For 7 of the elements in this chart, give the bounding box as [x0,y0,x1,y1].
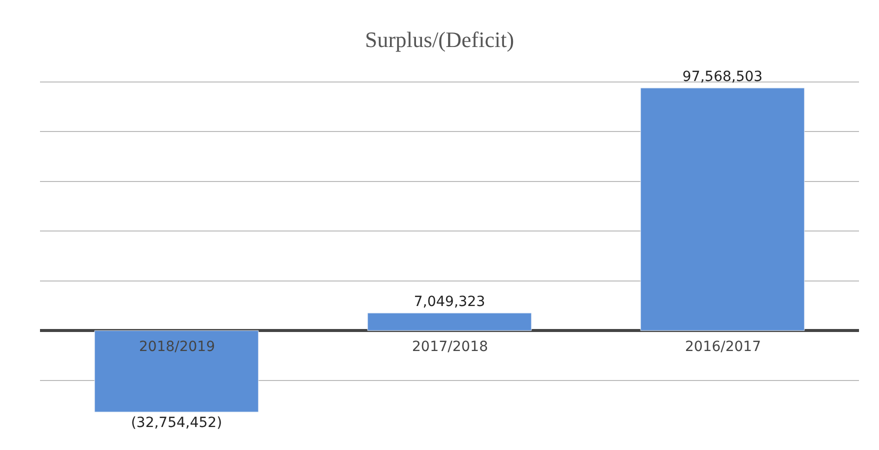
data-label: 7,049,323 [414,294,486,310]
x-tick-label: 2017/2018 [412,339,488,355]
data-label: (32,754,452) [130,415,222,431]
chart-title: Surplus/(Deficit) [364,26,514,52]
x-tick-label: 2018/2019 [139,339,215,355]
x-tick-label: 2016/2017 [685,339,761,355]
data-label: 97,568,503 [682,69,763,85]
